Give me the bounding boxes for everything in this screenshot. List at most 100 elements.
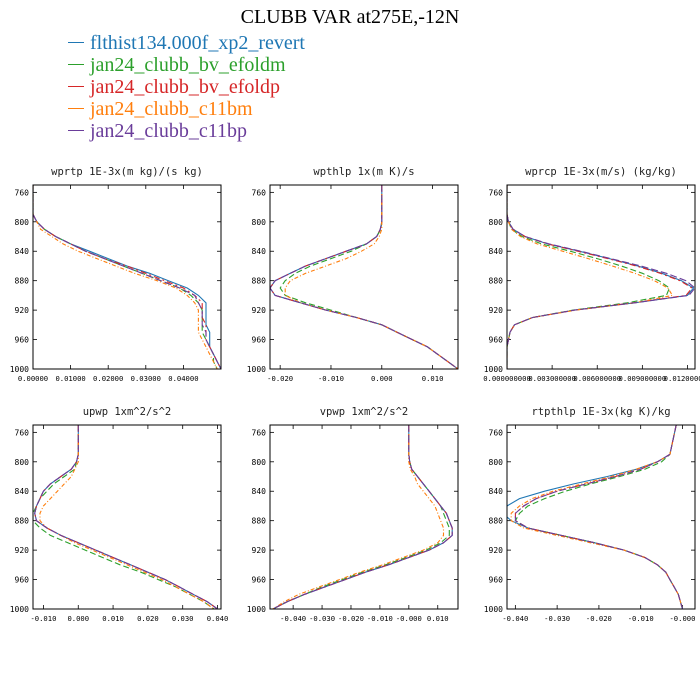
y-tick-label: 760 [15, 428, 30, 437]
series-line [284, 185, 458, 369]
x-tick-label: -0.030 [544, 614, 570, 623]
legend-label: jan24_clubb_c11bp [90, 120, 248, 142]
x-tick-label: -0.010 [367, 614, 393, 623]
series-line [510, 425, 684, 609]
legend-label: flthist134.000f_xp2_revert [90, 32, 305, 54]
legend-label: jan24_clubb_bv_efoldp [90, 76, 280, 98]
legend-swatch [68, 85, 84, 87]
y-tick-label: 880 [15, 517, 30, 526]
y-tick-label: 920 [252, 546, 267, 555]
x-tick-label: -0.000 [396, 614, 422, 623]
panel-title: vpwp 1xm^2/s^2 [320, 406, 409, 418]
series-line [34, 425, 218, 609]
plot-frame [269, 424, 459, 610]
legend-swatch [68, 129, 84, 131]
y-tick-label: 960 [489, 336, 504, 345]
legend: flthist134.000f_xp2_revert jan24_clubb_b… [68, 32, 305, 142]
panel: rtpthlp 1E-3x(kg K)/kg 760 800 840 880 920 960… [484, 406, 696, 623]
legend-swatch [68, 41, 84, 43]
y-tick-label: 960 [15, 336, 30, 345]
plot-frame [269, 184, 459, 370]
x-tick-label: -0.030 [309, 614, 335, 623]
y-tick-label: 1000 [247, 605, 266, 614]
y-tick-label: 880 [489, 277, 504, 286]
y-tick-label: 880 [252, 517, 267, 526]
y-tick-label: 760 [252, 428, 267, 437]
x-tick-label: 0.04000 [168, 374, 198, 383]
series-line [272, 425, 453, 609]
y-tick-label: 840 [489, 247, 504, 256]
legend-swatch [68, 107, 84, 109]
x-tick-label: -0.020 [267, 374, 293, 383]
x-tick-label: 0.02000 [93, 374, 123, 383]
series-line [33, 185, 218, 369]
series-line [514, 425, 684, 609]
series-line [507, 185, 695, 369]
y-tick-label: 920 [15, 306, 30, 315]
x-tick-label: 0.000 [67, 614, 89, 623]
y-tick-label: 960 [252, 336, 267, 345]
series-line [514, 425, 684, 609]
panel: wprcp 1E-3x(m/s) (kg/kg) 760 800 840 880 920 9… [483, 166, 700, 383]
legend-label: jan24_clubb_c11bm [90, 98, 253, 120]
y-tick-label: 880 [252, 277, 267, 286]
y-tick-label: 920 [489, 546, 504, 555]
y-tick-label: 1000 [247, 365, 266, 374]
y-tick-label: 1000 [484, 365, 503, 374]
x-tick-label: -0.010 [30, 614, 56, 623]
x-tick-label: 0.010 [102, 614, 124, 623]
legend-swatch [68, 63, 84, 65]
plot-frame [506, 424, 696, 610]
panel-title: wprcp 1E-3x(m/s) (kg/kg) [525, 166, 677, 178]
x-tick-label: 0.009000000 [619, 374, 667, 383]
x-tick-label: 0.000000000 [483, 374, 531, 383]
y-tick-label: 800 [489, 458, 504, 467]
x-tick-label: 0.020 [137, 614, 159, 623]
plot-frame [32, 184, 222, 370]
y-tick-label: 760 [489, 188, 504, 197]
series-line [270, 185, 458, 369]
y-tick-label: 840 [489, 487, 504, 496]
y-tick-label: 760 [489, 428, 504, 437]
legend-entry: jan24_clubb_bv_efoldm [68, 54, 305, 76]
y-tick-label: 960 [15, 576, 30, 585]
x-tick-label: 0.012000000 [664, 374, 700, 383]
series-line [279, 185, 458, 369]
plot-frame [32, 424, 222, 610]
y-tick-label: 840 [252, 247, 267, 256]
y-tick-label: 800 [15, 458, 30, 467]
y-tick-label: 840 [15, 247, 30, 256]
series-line [507, 185, 674, 369]
panel-title: upwp 1xm^2/s^2 [83, 406, 172, 418]
x-tick-label: -0.020 [338, 614, 364, 623]
x-tick-label: 0.030 [172, 614, 194, 623]
panel-title: wpthlp 1x(m K)/s [313, 166, 414, 178]
y-tick-label: 840 [252, 487, 267, 496]
y-tick-label: 800 [15, 218, 30, 227]
series-line [270, 185, 458, 369]
series-line [39, 425, 215, 609]
y-tick-label: 920 [252, 306, 267, 315]
series-line [34, 425, 218, 609]
series-line [33, 185, 218, 369]
x-tick-label: 0.010 [422, 374, 444, 383]
y-tick-label: 760 [15, 188, 30, 197]
panel-title: rtpthlp 1E-3x(kg K)/kg [531, 406, 670, 418]
x-tick-label: 0.03000 [131, 374, 161, 383]
panel: upwp 1xm^2/s^2 760 800 840 880 920 960 1000-0.0… [10, 406, 229, 623]
panel: vpwp 1xm^2/s^2 760 800 840 880 920 960 1000 -0.0… [247, 406, 459, 623]
y-tick-label: 800 [489, 218, 504, 227]
series-line [507, 425, 684, 609]
series-line [507, 185, 693, 369]
y-tick-label: 880 [15, 277, 30, 286]
y-tick-label: 960 [489, 576, 504, 585]
legend-entry: jan24_clubb_c11bp [68, 120, 305, 142]
x-tick-label: -0.010 [318, 374, 344, 383]
series-line [507, 185, 671, 369]
x-tick-label: 0.003000000 [528, 374, 576, 383]
series-line [272, 425, 450, 609]
series-line [33, 185, 221, 369]
series-line [272, 425, 453, 609]
y-tick-label: 1000 [10, 605, 29, 614]
